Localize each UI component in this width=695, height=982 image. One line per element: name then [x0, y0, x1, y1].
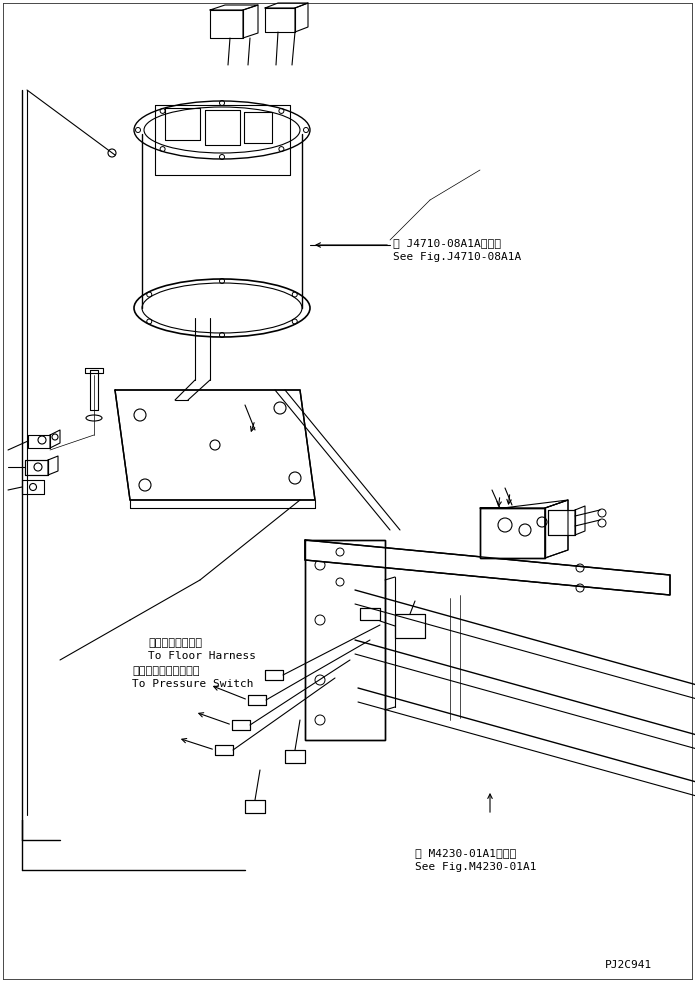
Polygon shape — [360, 608, 380, 620]
Polygon shape — [215, 745, 233, 755]
Polygon shape — [265, 670, 283, 680]
Polygon shape — [548, 510, 575, 535]
Polygon shape — [395, 614, 425, 638]
Polygon shape — [545, 500, 568, 558]
Polygon shape — [285, 750, 305, 763]
Text: To Floor Harness: To Floor Harness — [148, 651, 256, 661]
Polygon shape — [480, 508, 545, 558]
Text: 第 J4710-08A1A図参照: 第 J4710-08A1A図参照 — [393, 238, 501, 248]
Text: 第 M4230-01A1図参照: 第 M4230-01A1図参照 — [415, 848, 516, 858]
Text: プレッシャスイッチへ: プレッシャスイッチへ — [132, 666, 199, 676]
Polygon shape — [245, 800, 265, 813]
Text: To Pressure Switch: To Pressure Switch — [132, 679, 254, 689]
Polygon shape — [115, 390, 315, 500]
Text: フロアハーネスへ: フロアハーネスへ — [148, 638, 202, 648]
Polygon shape — [305, 540, 670, 595]
Text: See Fig.J4710-08A1A: See Fig.J4710-08A1A — [393, 252, 521, 262]
Polygon shape — [248, 695, 266, 705]
Text: See Fig.M4230-01A1: See Fig.M4230-01A1 — [415, 862, 537, 872]
Polygon shape — [25, 460, 48, 475]
Text: PJ2C941: PJ2C941 — [605, 960, 652, 970]
Polygon shape — [305, 540, 385, 740]
Polygon shape — [232, 720, 250, 730]
